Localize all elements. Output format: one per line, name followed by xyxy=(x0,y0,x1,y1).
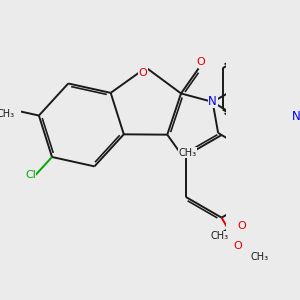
Text: O: O xyxy=(138,68,147,78)
Text: CH₃: CH₃ xyxy=(211,231,229,241)
Text: CH₃: CH₃ xyxy=(0,109,14,119)
Text: O: O xyxy=(238,221,247,231)
Text: N: N xyxy=(208,94,217,107)
Text: O: O xyxy=(233,242,242,251)
Text: CH₃: CH₃ xyxy=(178,148,196,158)
Text: N: N xyxy=(292,110,300,122)
Text: O: O xyxy=(196,57,205,67)
Text: Cl: Cl xyxy=(25,170,36,180)
Text: CH₃: CH₃ xyxy=(251,252,269,262)
